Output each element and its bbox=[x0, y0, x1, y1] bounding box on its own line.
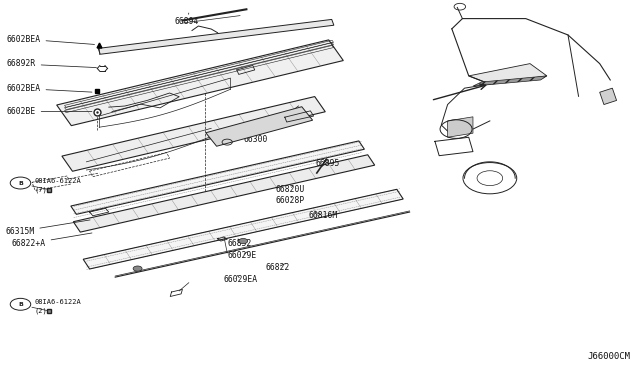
Text: J66000CM: J66000CM bbox=[588, 352, 630, 361]
Polygon shape bbox=[473, 76, 547, 86]
Text: 66300: 66300 bbox=[243, 106, 299, 144]
Text: 6602BE: 6602BE bbox=[6, 107, 92, 116]
Text: 66315M: 66315M bbox=[5, 220, 90, 236]
Text: 66892R: 66892R bbox=[6, 60, 97, 68]
Polygon shape bbox=[83, 189, 403, 269]
Circle shape bbox=[133, 266, 142, 271]
Text: 08IA6-6122A: 08IA6-6122A bbox=[35, 299, 81, 305]
Circle shape bbox=[239, 238, 248, 244]
Text: 66816M: 66816M bbox=[308, 211, 338, 219]
Polygon shape bbox=[468, 64, 547, 84]
Polygon shape bbox=[71, 141, 364, 214]
Polygon shape bbox=[447, 117, 473, 137]
Polygon shape bbox=[206, 107, 312, 146]
Text: 66028P: 66028P bbox=[275, 196, 305, 205]
Text: 6602BEA: 6602BEA bbox=[6, 84, 92, 93]
Text: (2): (2) bbox=[35, 308, 47, 314]
Text: 66029E: 66029E bbox=[227, 251, 257, 260]
Text: 66820U: 66820U bbox=[275, 185, 305, 194]
Text: (7): (7) bbox=[35, 186, 47, 193]
Text: 66894: 66894 bbox=[174, 13, 198, 26]
Text: 66852: 66852 bbox=[227, 239, 252, 248]
Text: 66895: 66895 bbox=[316, 159, 340, 168]
Text: B: B bbox=[18, 302, 23, 307]
Text: 66822: 66822 bbox=[266, 263, 290, 272]
Text: 08IA6-6122A: 08IA6-6122A bbox=[35, 178, 81, 184]
Text: 6602BEA: 6602BEA bbox=[6, 35, 95, 44]
Polygon shape bbox=[62, 97, 325, 171]
Polygon shape bbox=[600, 88, 616, 105]
Polygon shape bbox=[98, 19, 334, 54]
Text: B: B bbox=[18, 180, 23, 186]
Text: 66822+A: 66822+A bbox=[12, 233, 92, 248]
Polygon shape bbox=[57, 40, 343, 126]
Polygon shape bbox=[74, 155, 374, 232]
Text: 66029EA: 66029EA bbox=[224, 275, 258, 284]
